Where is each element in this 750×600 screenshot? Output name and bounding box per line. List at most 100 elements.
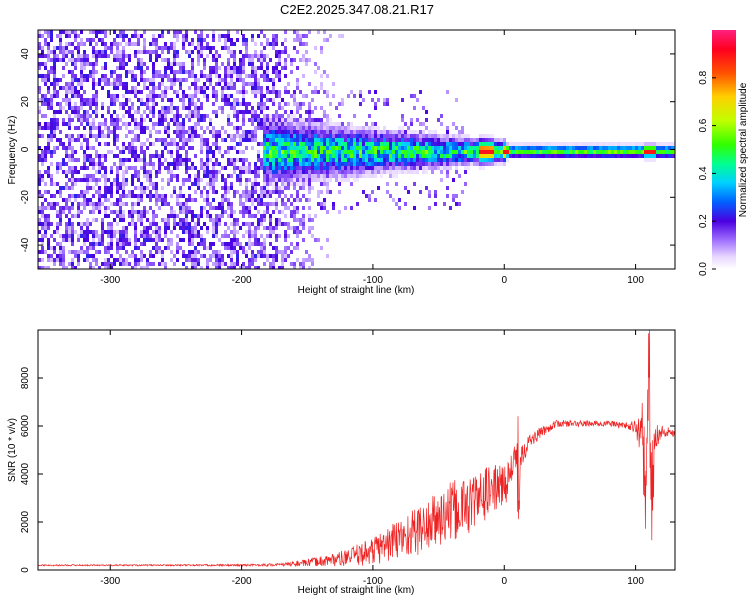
spectrogram-cell (392, 166, 395, 170)
spectrogram-cell (47, 70, 50, 74)
spectrogram-cell (395, 142, 398, 146)
spectrogram-cell (233, 234, 236, 238)
spectrogram-cell (230, 266, 233, 269)
spectrogram-cell (149, 82, 152, 86)
spectrogram-cell (92, 126, 95, 130)
spectrogram-cell (248, 82, 251, 86)
spectrogram-cell (251, 74, 254, 78)
spectrogram-cell (212, 110, 215, 114)
spectrogram-cell (131, 266, 134, 269)
spectrogram-cell (347, 134, 350, 138)
spectrogram-cell (155, 154, 158, 158)
spectrogram-cell (104, 174, 107, 178)
spectrogram-cell (77, 210, 80, 214)
spectrogram-cell (254, 190, 257, 194)
spectrogram-cell (98, 158, 101, 162)
spectrogram-cell (359, 158, 362, 162)
spectrogram-cell (179, 206, 182, 210)
spectrogram-cell (284, 178, 287, 182)
spectrogram-cell (215, 142, 218, 146)
spectrogram-cell (146, 194, 149, 198)
spectrogram-cell (128, 214, 131, 218)
spectrogram-cell (95, 230, 98, 234)
spectrogram-cell (197, 186, 200, 190)
spectrogram-cell (173, 122, 176, 126)
spectrogram-cell (491, 142, 494, 146)
spectrogram-cell (212, 242, 215, 246)
spectrogram-cell (389, 150, 392, 154)
spectrogram-cell (203, 198, 206, 202)
spectrogram-cell (428, 162, 431, 166)
spectrogram-cell (152, 94, 155, 98)
spectrogram-cell (68, 142, 71, 146)
spectrogram-cell (326, 178, 329, 182)
spectrogram-cell (566, 150, 569, 154)
spectrogram-cell (233, 246, 236, 250)
spectrogram-cell (59, 166, 62, 170)
spectrogram-cell (95, 62, 98, 66)
spectrogram-cell (608, 142, 611, 146)
spectrogram-cell (245, 134, 248, 138)
spectrogram-cell (176, 50, 179, 54)
spectrogram-cell (185, 70, 188, 74)
spectrogram-cell (101, 234, 104, 238)
spectrogram-cell (455, 98, 458, 102)
spectrogram-cell (167, 142, 170, 146)
spectrogram-cell (413, 182, 416, 186)
spectrogram-cell (38, 266, 41, 269)
spectrogram-cell (158, 170, 161, 174)
spectrogram-cell (251, 190, 254, 194)
spectrogram-cell (272, 90, 275, 94)
spectrogram-cell (401, 98, 404, 102)
spectrogram-cell (188, 254, 191, 258)
spectrogram-cell (260, 202, 263, 206)
spectrogram-cell (44, 30, 47, 34)
spectrogram-cell (125, 242, 128, 246)
spectrogram-cell (110, 94, 113, 98)
spectrogram-cell (257, 210, 260, 214)
spectrogram-cell (92, 186, 95, 190)
spectrogram-cell (77, 94, 80, 98)
spectrogram-cell (104, 78, 107, 82)
spectrogram-cell (104, 42, 107, 46)
spectrogram-cell (485, 158, 488, 162)
spectrogram-cell (482, 166, 485, 170)
spectrogram-cell (428, 138, 431, 142)
spectrogram-cell (386, 138, 389, 142)
spectrogram-cell (95, 106, 98, 110)
spectrogram-cell (290, 142, 293, 146)
spectrogram-cell (284, 182, 287, 186)
spectrogram-cell (587, 154, 590, 158)
spectrogram-cell (308, 146, 311, 150)
spectrogram-cell (83, 90, 86, 94)
spectrogram-cell (191, 218, 194, 222)
spectrogram-cell (458, 138, 461, 142)
spectrogram-cell (386, 146, 389, 150)
spectrogram-cell (638, 142, 641, 146)
spectrogram-cell (224, 82, 227, 86)
spectrogram-cell (359, 90, 362, 94)
spectrogram-cell (383, 166, 386, 170)
spectrogram-cell (227, 122, 230, 126)
spectrogram-cell (83, 78, 86, 82)
spectrogram-cell (278, 142, 281, 146)
y-tick-label: 20 (20, 96, 31, 108)
x-tick-label: 0 (501, 576, 507, 587)
spectrogram-cell (251, 130, 254, 134)
spectrogram-cell (239, 58, 242, 62)
spectrogram-cell (539, 142, 542, 146)
spectrogram-cell (347, 158, 350, 162)
spectrogram-cell (440, 178, 443, 182)
spectrogram-xlabel: Height of straight line (km) (298, 285, 415, 296)
spectrogram-cell (299, 130, 302, 134)
spectrogram-cell (398, 162, 401, 166)
spectrogram-cell (176, 30, 179, 34)
spectrogram-cell (518, 154, 521, 158)
spectrogram-cell (119, 50, 122, 54)
spectrogram-cell (227, 134, 230, 138)
spectrogram-cell (386, 158, 389, 162)
spectrogram-cell (155, 74, 158, 78)
spectrogram-cell (116, 54, 119, 58)
spectrogram-cell (260, 66, 263, 70)
spectrogram-cell (641, 154, 644, 158)
